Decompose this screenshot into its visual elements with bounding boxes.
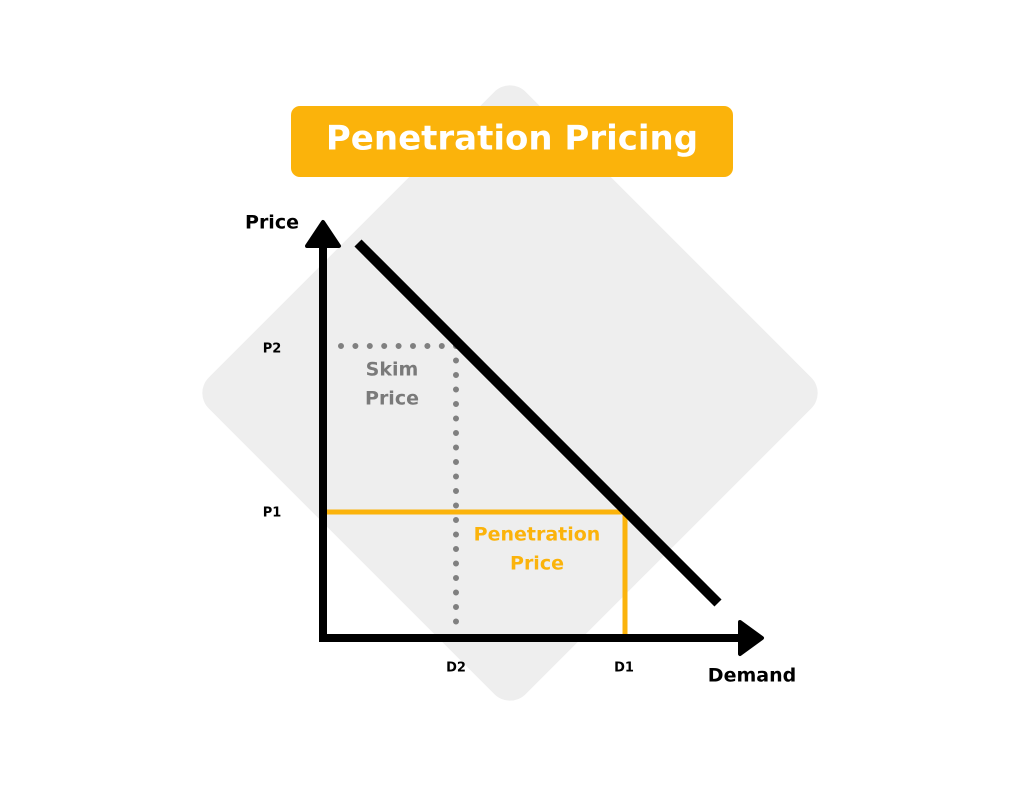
- title-box: [291, 106, 733, 177]
- x-arrow: [738, 620, 764, 656]
- x-axis-label: Demand: [708, 665, 796, 687]
- title: Penetration Pricing: [326, 119, 698, 159]
- skim-label: Price: [365, 388, 419, 410]
- price-level: P1: [263, 506, 282, 521]
- demand-level: D2: [446, 661, 466, 676]
- penetration-label: Penetration: [474, 524, 601, 546]
- penetration-label: Price: [510, 553, 564, 575]
- y-axis-label: Price: [245, 212, 299, 234]
- skim-label: Skim: [366, 359, 419, 381]
- demand-level: D1: [614, 661, 634, 676]
- demand-curve: [354, 239, 722, 607]
- price-level: P2: [263, 342, 282, 357]
- y-arrow: [305, 220, 341, 248]
